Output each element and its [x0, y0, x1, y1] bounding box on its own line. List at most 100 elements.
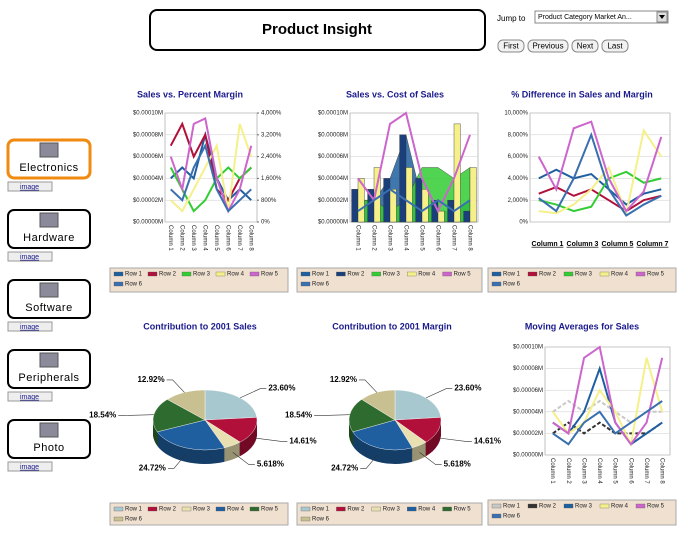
category-icon [39, 282, 59, 298]
pie-label: 24.72% [139, 464, 166, 473]
category-button[interactable] [7, 279, 91, 319]
leader-line [118, 414, 154, 416]
image-link[interactable]: image [20, 324, 39, 331]
bar [463, 210, 471, 223]
pie-slice [352, 419, 413, 451]
legend-label: Row 1 [125, 272, 143, 278]
y-tick-label: $0.00000M [133, 220, 163, 226]
series-line [552, 365, 663, 446]
image-link[interactable]: image [20, 254, 39, 261]
legend-swatch [147, 506, 158, 512]
legend-label: Row 3 [193, 507, 211, 513]
legend-swatch [300, 506, 311, 512]
legend-swatch [442, 271, 452, 277]
image-link-box[interactable] [7, 321, 53, 332]
x-tick-label: Column 1 [532, 241, 564, 248]
legend-label: Row 4 [611, 272, 629, 278]
image-link[interactable]: image [20, 464, 39, 471]
pie-label: 14.61% [474, 437, 501, 446]
category-label: Photo [33, 442, 64, 454]
y-tick-label: $0.00008M [318, 132, 348, 138]
leader-line [358, 379, 378, 393]
pie-label: 5.618% [444, 460, 471, 469]
pie-slice [204, 389, 258, 421]
category-label: Hardware [23, 232, 75, 244]
legend-swatch [371, 271, 381, 277]
pie-slice [348, 399, 396, 433]
jump-label: Jump to [497, 14, 526, 23]
legend-swatch [181, 271, 192, 277]
legend-swatch [147, 271, 158, 277]
y-tick-label: $0.00008M [513, 366, 543, 372]
pie-label: 5.618% [257, 460, 284, 469]
legend-swatch [563, 271, 574, 277]
y2-tick-label: 0% [261, 220, 270, 226]
legend-swatch [491, 513, 502, 519]
y-tick-label: 4,000% [508, 176, 529, 182]
image-link-box[interactable] [7, 391, 53, 402]
category-button[interactable] [7, 209, 91, 249]
legend-label: Row 2 [347, 507, 365, 513]
legend-swatch [249, 506, 260, 512]
legend-swatch [527, 271, 538, 277]
legend-swatch [491, 281, 502, 287]
series-line [357, 111, 471, 214]
legend-swatch [635, 503, 646, 509]
image-link-box[interactable] [7, 251, 53, 262]
bar [351, 189, 359, 223]
legend-label: Row 3 [383, 507, 401, 513]
pie-label: 18.54% [285, 411, 312, 420]
image-link-box[interactable] [7, 461, 53, 472]
arrow-icon [659, 15, 665, 19]
nav-button[interactable] [527, 39, 569, 53]
x-tick-label: Column 1 [354, 225, 360, 251]
legend-label: Row 5 [261, 507, 279, 513]
image-link[interactable]: image [20, 184, 39, 191]
legend-label: Row 6 [312, 282, 330, 288]
image-link-box[interactable] [7, 181, 53, 192]
legend-swatch [407, 506, 417, 512]
page-title: Product Insight [262, 21, 372, 38]
category-button[interactable] [6, 138, 92, 180]
x-tick-label: Column 8 [659, 458, 665, 484]
legend-label: Row 4 [227, 272, 245, 278]
nav-button-label: Previous [532, 42, 563, 51]
x-tick-label: Column 5 [612, 458, 618, 484]
leader-line [167, 454, 186, 469]
image-link[interactable]: image [20, 394, 39, 401]
leader-line [437, 437, 472, 442]
series-line [537, 120, 663, 213]
y-tick-label: 0% [519, 220, 528, 226]
y-tick-label: $0.00006M [133, 154, 163, 160]
pie-label: 23.60% [268, 384, 295, 393]
category-label: Electronics [19, 162, 78, 174]
nav-button[interactable] [497, 39, 525, 53]
y-tick-label: 2,000% [508, 198, 529, 204]
x-tick-label: Column 3 [567, 241, 599, 248]
chart-title: Moving Averages for Sales [525, 321, 639, 331]
nav-button[interactable] [571, 39, 599, 53]
legend-label: Row 1 [503, 504, 521, 510]
legend-label: Row 5 [454, 507, 472, 513]
legend-label: Row 3 [575, 272, 593, 278]
category-button[interactable] [7, 349, 91, 389]
category-button[interactable] [7, 419, 91, 459]
jump-value: Product Category Market An... [538, 14, 632, 21]
legend-swatch [300, 281, 311, 287]
x-tick-label: Column 7 [236, 225, 242, 251]
y2-tick-label: 2,400% [261, 154, 282, 160]
jump-select[interactable] [534, 10, 669, 24]
legend-label: Row 3 [383, 272, 401, 278]
bar [469, 167, 477, 223]
category-icon [39, 352, 59, 368]
pie-label: 12.92% [137, 375, 164, 384]
x-tick-label: Column 7 [450, 225, 456, 251]
nav-button[interactable] [601, 39, 629, 53]
chart-title: % Difference in Sales and Margin [511, 89, 653, 99]
chart-title: Contribution to 2001 Sales [143, 321, 257, 331]
series-line [538, 131, 662, 217]
legend-label: Row 4 [418, 272, 436, 278]
legend-label: Row 1 [312, 272, 330, 278]
x-tick-label: Column 4 [596, 458, 602, 484]
y-tick-label: $0.00004M [318, 176, 348, 182]
